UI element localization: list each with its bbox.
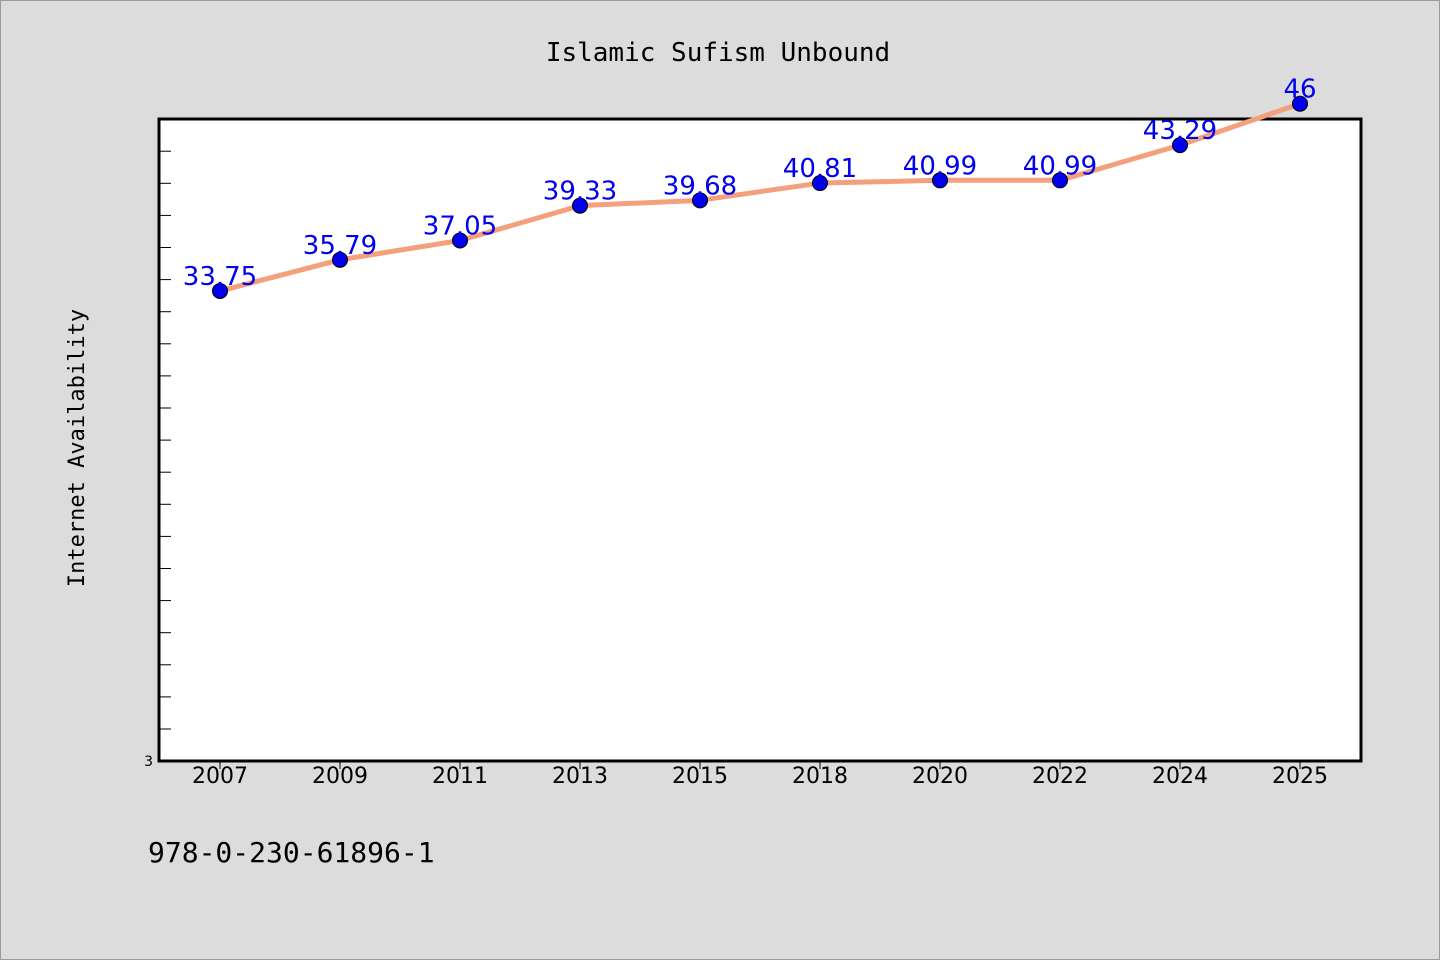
data-point [332, 251, 348, 268]
y-axis: 3 [144, 150, 171, 770]
x-tick-label: 2009 [312, 764, 368, 789]
x-axis: 2007 2009 2011 2013 2015 2018 2020 2022 2024 2025 [192, 761, 1328, 789]
data-point [1172, 137, 1188, 154]
data-label: 40.81 [783, 154, 857, 184]
x-tick-label: 2025 [1272, 764, 1328, 789]
data-point [452, 232, 468, 249]
data-point [812, 175, 828, 192]
x-tick-label: 2013 [552, 764, 608, 789]
x-tick-label: 2024 [1152, 764, 1208, 789]
data-label: 46 [1283, 75, 1316, 105]
data-label: 39.33 [543, 177, 617, 207]
footer-isbn: 978-0-230-61896-1 [148, 836, 435, 869]
y-tick-label: 3 [144, 754, 153, 770]
data-label: 35.79 [303, 231, 377, 261]
data-label: 33.75 [183, 262, 257, 292]
data-point [932, 172, 948, 189]
chart-title: Islamic Sufism Unbound [546, 38, 890, 68]
y-axis-label: Internet Availability [65, 309, 90, 587]
series-line [217, 101, 1303, 294]
plot-area [157, 117, 1363, 763]
data-point [692, 192, 708, 209]
series-layer: 33.75 35.79 37.05 39.33 39.68 40.81 40.99 40.99… [183, 75, 1317, 299]
x-tick-label: 2015 [672, 764, 728, 789]
data-point [1052, 172, 1068, 189]
x-tick-label: 2011 [432, 764, 488, 789]
data-point [572, 197, 588, 214]
x-tick-label: 2022 [1032, 764, 1088, 789]
data-label: 40.99 [903, 151, 977, 181]
data-label: 40.99 [1023, 151, 1097, 181]
data-point [1292, 95, 1308, 112]
x-tick-label: 2020 [912, 764, 968, 789]
x-tick-label: 2007 [192, 764, 248, 789]
data-label: 39.68 [663, 171, 737, 201]
data-label: 43.29 [1143, 116, 1217, 146]
x-tick-label: 2018 [792, 764, 848, 789]
data-label: 37.05 [423, 212, 497, 242]
data-point [212, 282, 228, 299]
